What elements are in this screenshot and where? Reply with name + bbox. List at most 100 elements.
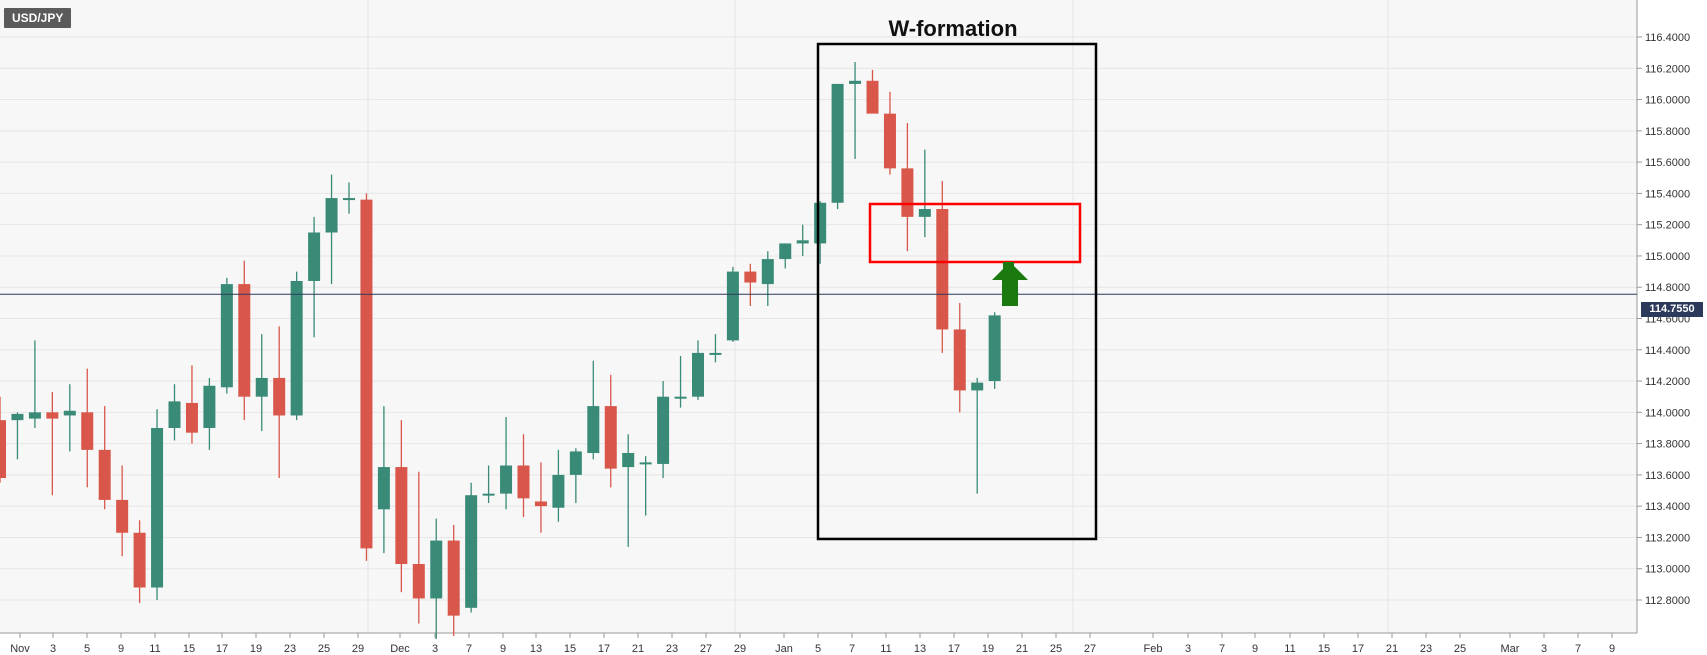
candle-body (726, 271, 739, 341)
candle-body (569, 451, 582, 475)
candle-body (971, 382, 984, 391)
candle-body (657, 396, 670, 464)
time-axis-label: 23 (666, 643, 678, 655)
candle (552, 449, 565, 522)
candle-body (220, 284, 233, 388)
candle-body (534, 501, 547, 507)
candle (657, 381, 670, 479)
candle (744, 263, 757, 306)
time-axis-label: 13 (530, 643, 542, 655)
price-axis-label: 114.4000 (1645, 345, 1690, 357)
time-axis-label: 9 (500, 643, 506, 655)
candle (377, 406, 390, 554)
current-price-label: 114.7550 (1641, 302, 1703, 317)
price-axis-label: 115.0000 (1645, 251, 1690, 263)
price-axis-label: 113.6000 (1645, 470, 1690, 482)
candle (692, 340, 704, 400)
candle (46, 392, 59, 496)
time-axis-label: 29 (734, 643, 746, 655)
candle (81, 368, 94, 488)
candle-body (255, 377, 268, 397)
candle (116, 465, 129, 557)
candle (343, 182, 355, 214)
candle-body (482, 493, 495, 496)
price-axis-label: 113.0000 (1645, 564, 1690, 576)
price-axis-label: 116.0000 (1645, 95, 1690, 107)
up-arrow-icon-head (992, 262, 1028, 280)
time-axis-label: 9 (1252, 643, 1258, 655)
candle (255, 334, 268, 432)
candle (726, 266, 739, 342)
time-axis-label: 11 (880, 643, 891, 655)
candle (953, 302, 966, 413)
time-axis-label: 3 (1185, 643, 1191, 655)
price-axis-label: 113.8000 (1645, 439, 1690, 451)
time-axis-label: 25 (1050, 643, 1062, 655)
candle-body (465, 495, 478, 608)
candle-body (185, 402, 198, 433)
time-axis-label: 3 (50, 643, 56, 655)
candle (430, 518, 443, 640)
candle (500, 417, 513, 510)
candle-body (796, 240, 809, 244)
time-axis-label: Mar (1501, 643, 1520, 655)
candle (866, 69, 879, 114)
time-axis-label: 9 (118, 643, 124, 655)
candle (325, 174, 338, 285)
candle (482, 465, 495, 504)
candle-body (116, 499, 129, 533)
time-axis-label: 27 (1084, 643, 1096, 655)
candle (28, 340, 41, 428)
time-axis-label: 23 (1420, 643, 1432, 655)
candle-body (377, 467, 390, 510)
candle (168, 384, 181, 441)
up-arrow-icon-shaft (1002, 279, 1018, 306)
time-axis-label: 15 (1318, 643, 1330, 655)
candle-body (779, 243, 792, 260)
candle-body (290, 280, 303, 416)
candle-body (936, 209, 949, 330)
price-axis-label: 115.8000 (1645, 126, 1690, 138)
candle (587, 360, 600, 460)
candle (709, 334, 722, 363)
candle-body (395, 467, 408, 565)
candle-body (901, 168, 914, 217)
candle-body (168, 401, 181, 428)
price-axis-label: 113.2000 (1645, 532, 1690, 544)
candle (220, 277, 233, 394)
candle-body (831, 83, 844, 203)
candle (290, 271, 303, 421)
candle (779, 243, 792, 269)
candle (133, 520, 146, 604)
candle-body (412, 564, 425, 599)
candle (569, 448, 582, 504)
candle-body (0, 420, 6, 479)
candle-body (447, 540, 460, 616)
candle-body (11, 413, 24, 421)
price-axis-label: 115.2000 (1645, 220, 1690, 232)
time-axis-label: 11 (1284, 643, 1295, 655)
candle-body (744, 271, 757, 283)
time-axis-label: 29 (352, 643, 364, 655)
time-axis-label: Dec (390, 643, 410, 655)
candle-body (552, 474, 565, 508)
time-axis-label: 7 (1219, 643, 1225, 655)
candle-body (988, 315, 1001, 382)
candle-body (604, 406, 617, 469)
time-axis-label: 5 (84, 643, 90, 655)
time-axis-label: 23 (284, 643, 296, 655)
candle-body (325, 198, 338, 233)
candle-body (517, 465, 530, 499)
candle (447, 524, 460, 636)
candle (0, 396, 6, 483)
time-axis-label: 19 (250, 643, 262, 655)
time-axis-label: 17 (598, 643, 610, 655)
time-axis-label: Nov (10, 643, 30, 655)
time-axis-label: 21 (1016, 643, 1028, 655)
candle (63, 384, 76, 452)
candle-body (46, 412, 59, 419)
candle-body (692, 352, 704, 397)
price-axis-label: 116.4000 (1645, 32, 1690, 44)
candle-body (500, 465, 513, 494)
candle-body (814, 202, 827, 244)
